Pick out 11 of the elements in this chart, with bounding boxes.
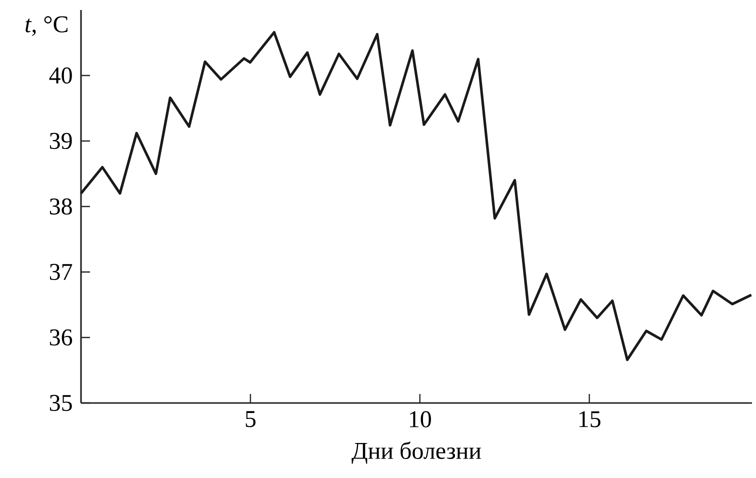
y-tick-label: 40 — [49, 67, 72, 84]
x-tick-label: 10 — [410, 411, 431, 428]
x-axis-title: Дни болезни — [352, 442, 481, 464]
y-tick-label: 38 — [50, 198, 72, 215]
y-axis-title: t, °C — [26, 16, 68, 36]
x-tick-label: 5 — [246, 411, 256, 428]
y-tick-label: 39 — [50, 132, 72, 150]
x-tick-label: 15 — [579, 411, 600, 428]
y-tick-label: 37 — [50, 264, 72, 280]
y-tick-label: 35 — [50, 394, 72, 412]
y-tick-label: 36 — [50, 329, 72, 346]
